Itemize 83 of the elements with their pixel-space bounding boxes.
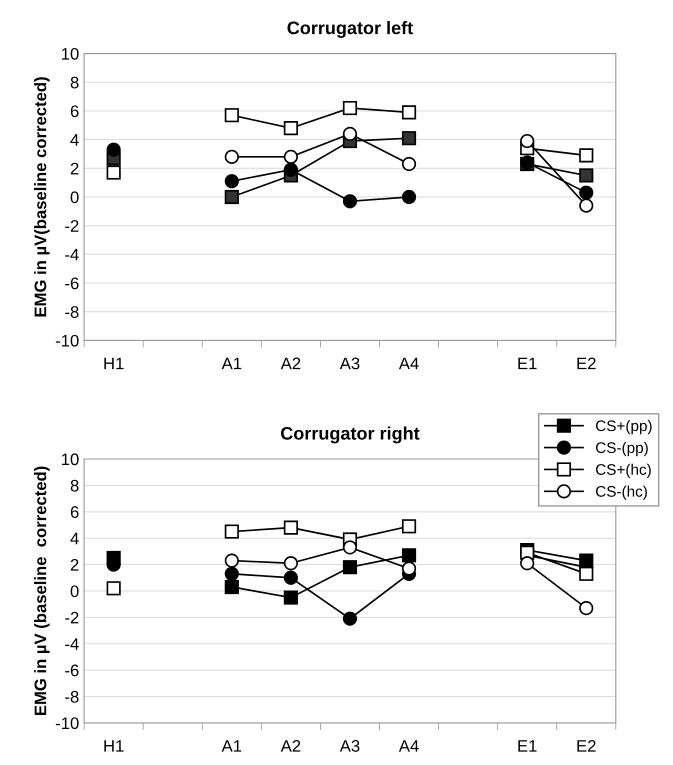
point (224, 524, 239, 539)
y-tick-label: 10 (62, 48, 79, 60)
y-tick-label: 0 (70, 585, 79, 598)
y-tick-label: 4 (70, 134, 79, 146)
y-tick-label: -4 (65, 638, 79, 650)
y-tick-label: -6 (65, 277, 79, 290)
y-axis-title: EMG in µV(baseline corrected) (34, 77, 50, 316)
point (402, 105, 416, 120)
point (284, 162, 298, 177)
legend-label: CS+(hc) (596, 464, 651, 478)
y-tick-label: 6 (70, 506, 79, 518)
y-tick-label: 4 (70, 532, 79, 544)
point (402, 190, 416, 204)
point (342, 194, 358, 208)
point (284, 150, 298, 164)
point (402, 561, 416, 576)
x-tick-label: A4 (398, 358, 419, 370)
x-tick-label: A2 (280, 358, 300, 370)
point (284, 590, 298, 605)
x-tick-label: A1 (222, 358, 242, 370)
x-tick-label: H1 (104, 740, 124, 752)
x-tick-label: E2 (577, 740, 596, 752)
y-tick-label: 10 (62, 453, 79, 466)
legend-label: CS+(pp) (596, 420, 652, 434)
point (342, 540, 358, 554)
x-tick-label: A1 (222, 740, 242, 752)
point (342, 100, 358, 116)
y-tick-label: -2 (65, 612, 78, 624)
point (284, 121, 298, 136)
y-tick-label: -10 (56, 334, 79, 347)
y-tick-label: -2 (65, 220, 78, 232)
x-tick-label: A2 (280, 740, 300, 752)
point (342, 612, 358, 626)
x-tick-label: E2 (577, 358, 596, 370)
legend-label: CS-(hc) (596, 486, 647, 500)
x-tick-label: E1 (518, 740, 537, 752)
point (106, 142, 121, 157)
point (342, 560, 358, 574)
point (224, 150, 239, 164)
point (579, 168, 594, 183)
point (579, 148, 594, 162)
y-tick-label: 8 (70, 76, 79, 88)
point (579, 601, 594, 616)
point (402, 131, 416, 146)
point (520, 556, 534, 570)
point (284, 520, 298, 535)
point (224, 554, 239, 568)
chart-title: Corrugator right (280, 426, 420, 444)
chart-title: Corrugator left (288, 21, 413, 38)
y-tick-label: -4 (65, 248, 79, 260)
point (106, 581, 121, 596)
y-tick-label: -6 (65, 664, 79, 676)
point (402, 156, 416, 172)
y-tick-label: -8 (65, 690, 79, 703)
point (224, 580, 239, 594)
y-tick-label: 0 (70, 191, 79, 204)
point (106, 166, 121, 180)
point (579, 186, 594, 200)
x-tick-label: H1 (104, 358, 124, 370)
point (579, 566, 594, 581)
y-tick-label: 2 (70, 162, 78, 174)
x-tick-label: A4 (398, 740, 419, 752)
y-tick-label: 6 (70, 105, 79, 118)
legend-label: CS-(pp) (596, 442, 648, 456)
point (402, 548, 416, 562)
y-tick-label: -10 (56, 717, 79, 730)
point (284, 570, 298, 585)
point (224, 190, 239, 204)
x-tick-label: E1 (518, 358, 537, 370)
point (224, 108, 239, 122)
y-axis-title: EMG in µV (baseline corrected) (34, 466, 50, 716)
point (520, 134, 534, 148)
point (284, 556, 298, 570)
point (402, 519, 416, 534)
point (224, 174, 239, 188)
point (579, 198, 594, 213)
x-tick-label: A3 (340, 740, 360, 752)
x-tick-label: A3 (340, 358, 360, 370)
point (342, 126, 358, 141)
point (224, 566, 239, 581)
y-tick-label: 2 (70, 558, 78, 571)
y-tick-label: 8 (70, 480, 79, 492)
y-tick-label: -8 (65, 306, 79, 318)
